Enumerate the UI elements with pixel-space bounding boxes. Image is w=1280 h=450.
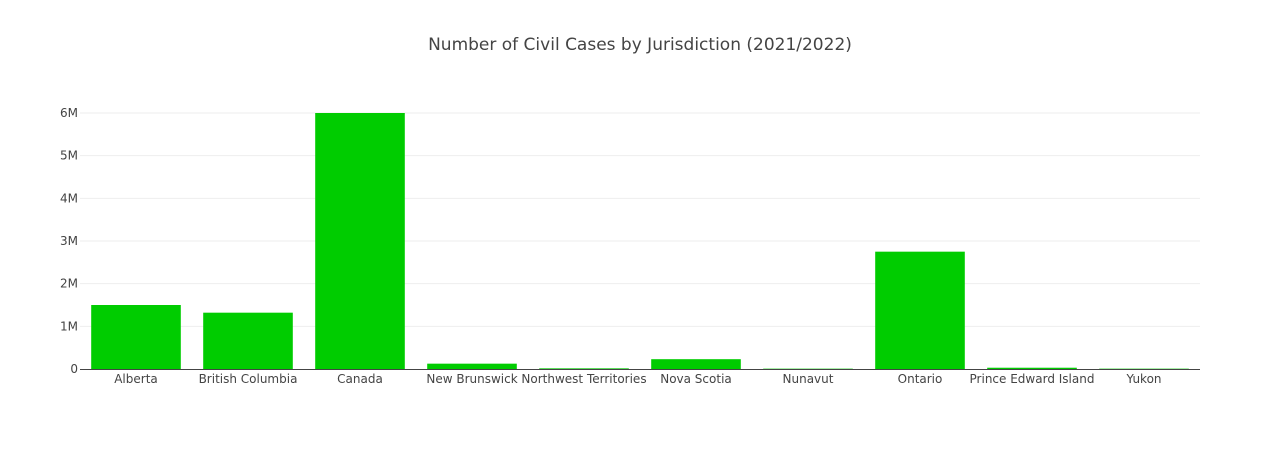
x-tick-label: British Columbia	[199, 372, 298, 386]
y-tick-label: 0	[70, 362, 78, 376]
y-tick-label: 3M	[60, 234, 78, 248]
y-tick-label: 6M	[60, 106, 78, 120]
y-tick-label: 2M	[60, 277, 78, 291]
y-tick-label: 4M	[60, 191, 78, 205]
y-axis-tick-labels: 0 1M 2M 3M 4M 5M 6M	[60, 106, 78, 376]
x-tick-label: Ontario	[898, 372, 943, 386]
x-tick-label: New Brunswick	[426, 372, 517, 386]
x-tick-label: Alberta	[114, 372, 158, 386]
bar[interactable]	[427, 363, 517, 369]
bar[interactable]	[875, 251, 965, 369]
chart-title: Number of Civil Cases by Jurisdiction (2…	[428, 35, 852, 55]
x-tick-label: Northwest Territories	[521, 372, 646, 386]
x-tick-label: Prince Edward Island	[970, 372, 1095, 386]
grid-lines	[80, 112, 1200, 327]
bar[interactable]	[651, 359, 741, 369]
bar[interactable]	[987, 367, 1077, 369]
x-tick-label: Nova Scotia	[660, 372, 732, 386]
x-tick-label: Yukon	[1125, 372, 1161, 386]
x-axis-tick-labels: Alberta British Columbia Canada New Brunswi…	[114, 372, 1161, 386]
bar[interactable]	[539, 368, 629, 369]
bar[interactable]	[203, 312, 293, 369]
x-tick-label: Nunavut	[783, 372, 834, 386]
bars	[91, 113, 1189, 369]
bar[interactable]	[91, 305, 181, 369]
bar[interactable]	[315, 113, 405, 369]
y-tick-label: 5M	[60, 149, 78, 163]
y-tick-label: 1M	[60, 319, 78, 333]
x-tick-label: Canada	[337, 372, 383, 386]
